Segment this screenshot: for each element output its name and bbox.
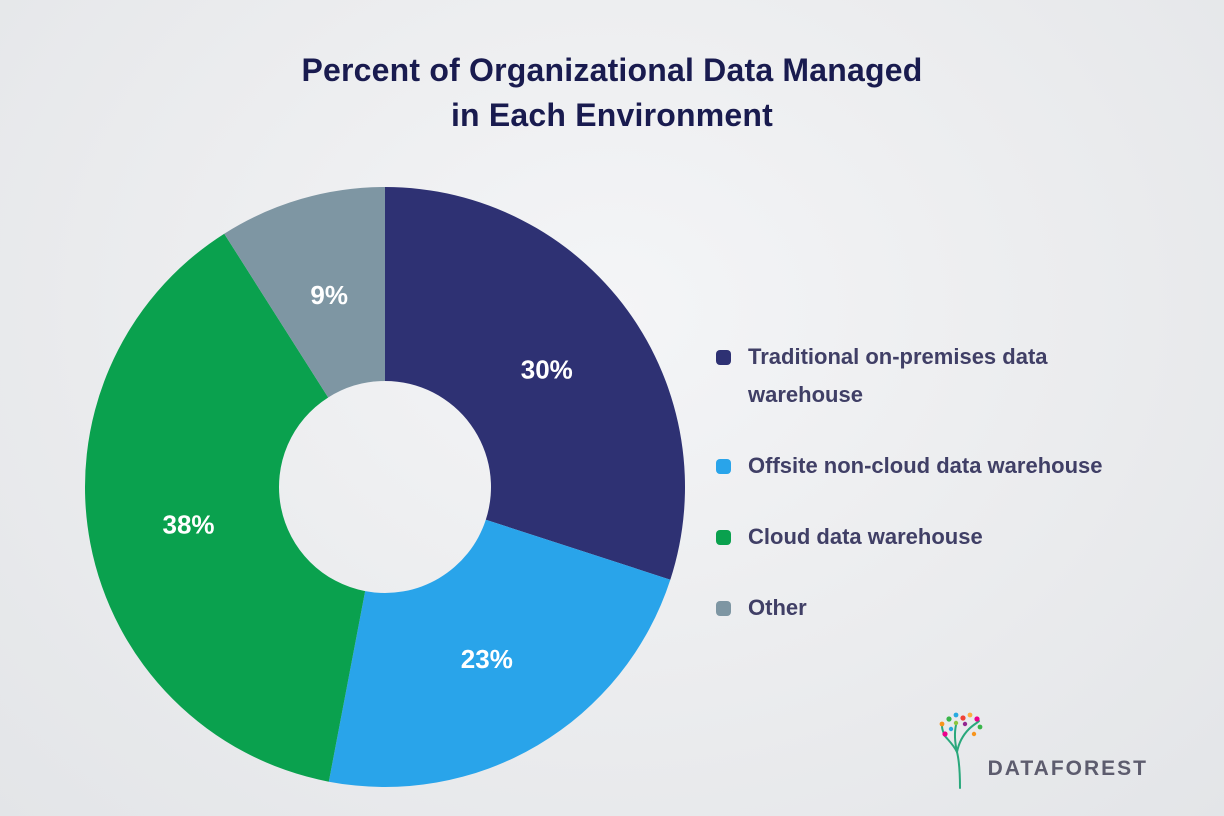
legend-swatch-offsite [716,459,731,474]
tree-dots [939,712,983,737]
chart-title-line1: Percent of Organizational Data Managed [301,52,923,88]
legend-label-cloud: Cloud data warehouse [748,524,983,549]
slice-label-3: 9% [310,280,348,310]
donut-slice-1 [328,519,671,788]
slice-label-2: 38% [163,509,215,539]
legend-item-cloud: Cloud data warehouse [716,518,1181,556]
slice-label-1: 23% [461,644,513,674]
donut-slice-2 [84,233,366,782]
legend-label-traditional: Traditional on-premises data warehouse [748,344,1048,407]
legend-item-other: Other [716,589,1181,627]
dataforest-tree-icon [939,712,983,789]
legend-item-offsite: Offsite non-cloud data warehouse [716,447,1181,485]
chart-legend: Traditional on-premises data warehouse O… [716,338,1181,627]
donut-chart-container: 30% 23% 38% 9% [82,184,688,790]
donut-slice-0 [385,187,686,580]
donut-slice-3 [224,187,385,398]
chart-title: Percent of Organizational Data Managed i… [0,48,1224,139]
dataforest-logo: DATAFOREST [936,710,1148,790]
donut-chart: 30% 23% 38% 9% [84,187,686,788]
legend-item-traditional: Traditional on-premises data warehouse [716,338,1181,414]
legend-swatch-cloud [716,530,731,545]
slice-label-0: 30% [521,354,573,384]
legend-label-offsite: Offsite non-cloud data warehouse [748,453,1103,478]
dataforest-logo-text: DATAFOREST [987,757,1148,780]
legend-swatch-traditional [716,350,731,365]
legend-swatch-other [716,601,731,616]
chart-title-line2: in Each Environment [450,97,774,134]
legend-label-other: Other [748,595,807,620]
